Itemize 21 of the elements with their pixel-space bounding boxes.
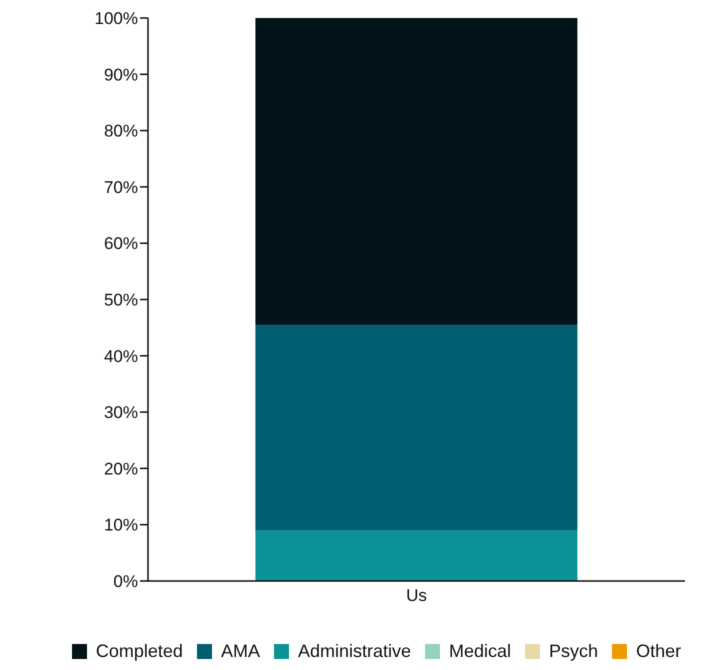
y-tick-label: 10% (104, 516, 138, 535)
legend-label: Other (635, 641, 682, 662)
legend-label: Administrative (296, 641, 411, 662)
legend-label: Psych (548, 641, 598, 662)
legend-label: Completed (94, 641, 183, 662)
y-tick-label: 100% (94, 9, 138, 28)
y-tick-label: 70% (104, 178, 138, 197)
y-tick-label: 90% (104, 65, 138, 84)
y-tick-label: 50% (104, 290, 138, 310)
y-tick-label: 60% (104, 234, 138, 254)
x-tick-label: Us (406, 586, 427, 606)
y-tick-label: 0% (113, 572, 138, 592)
y-tick-label: 80% (104, 122, 138, 141)
bar (255, 324, 578, 530)
legend-label: AMA (220, 641, 260, 662)
bar (255, 530, 578, 581)
y-tick-label: 20% (104, 459, 138, 478)
bar (255, 18, 578, 325)
legend-label: Medical (448, 641, 512, 662)
y-tick-label: 30% (104, 403, 138, 422)
y-tick-label: 40% (104, 346, 138, 366)
